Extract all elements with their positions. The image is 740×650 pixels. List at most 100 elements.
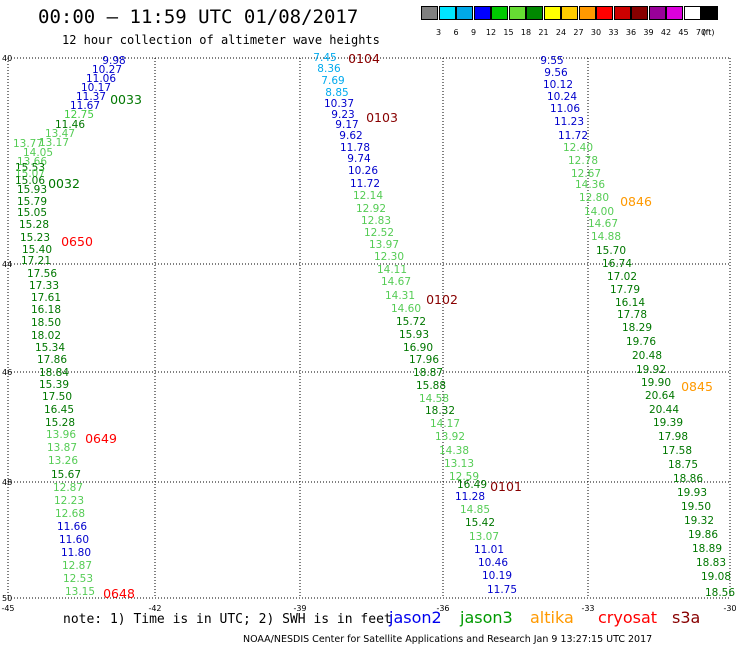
wave-height-value: 10.17 [81, 82, 111, 94]
wave-height-value: 10.27 [92, 64, 122, 76]
wave-height-value: 12.87 [53, 482, 83, 494]
wave-height-value: 17.79 [610, 284, 640, 296]
wave-height-value: 18.75 [668, 459, 698, 471]
scale-swatch [666, 6, 683, 20]
wave-height-value: 13.92 [435, 431, 465, 443]
scale-label: 12 [485, 28, 497, 37]
wave-height-value: 19.39 [653, 417, 683, 429]
scale-swatch [421, 6, 438, 20]
wave-height-value: 17.96 [409, 354, 439, 366]
time-label: 0101 [490, 479, 522, 494]
wave-height-value: 15.06 [15, 175, 45, 187]
longitude-labels: -45 -42 -39 -36 -33 -30 [1, 604, 736, 613]
scale-swatch [526, 6, 543, 20]
time-label: 0649 [85, 431, 117, 446]
wave-height-value: 14.05 [23, 147, 53, 159]
time-label: 0032 [48, 176, 80, 191]
wave-height-value: 15.93 [17, 184, 47, 196]
footer-note: note: 1) Time is in UTC; 2) SWH is in fe… [63, 612, 392, 627]
scale-swatch [473, 6, 491, 20]
time-label: 0103 [366, 110, 398, 125]
wave-height-value: 15.79 [17, 196, 47, 208]
page-subtitle: 12 hour collection of altimeter wave hei… [62, 33, 380, 47]
wave-height-value: 13.87 [47, 442, 77, 454]
wave-height-value: 13.07 [469, 531, 499, 543]
scale-label: 24 [555, 28, 567, 37]
wave-height-value: 15.28 [19, 219, 49, 231]
wave-height-value: 14.60 [391, 303, 421, 315]
scale-unit: (ft) [702, 28, 715, 37]
wave-height-value: 19.86 [688, 529, 718, 541]
scale-swatch [578, 6, 596, 20]
scale-swatch [508, 6, 526, 20]
wave-height-value: 12.92 [356, 203, 386, 215]
wave-height-value: 20.44 [649, 404, 679, 416]
wave-height-value: 9.17 [335, 119, 358, 131]
wave-height-value: 15.40 [22, 244, 52, 256]
wave-height-value: 13.15 [65, 586, 95, 598]
altimeter-tracks: 9.9810.2711.0610.1711.3711.6712.7511.461… [13, 52, 735, 599]
scale-label: 36 [625, 28, 637, 37]
time-label: 0650 [61, 234, 93, 249]
wave-height-value: 14.38 [439, 445, 469, 457]
wave-height-value: 18.29 [622, 322, 652, 334]
wave-height-value: 17.86 [37, 354, 67, 366]
wave-height-value: 15.23 [20, 232, 50, 244]
wave-height-value: 8.85 [325, 87, 348, 99]
wave-height-value: 12.78 [568, 155, 598, 167]
wave-height-value: 14.85 [460, 504, 490, 516]
wave-height-value: 14.67 [588, 218, 618, 230]
wave-height-value: 11.80 [61, 547, 91, 559]
satellite-legend-altika: altika [530, 608, 574, 627]
scale-label: 18 [520, 28, 532, 37]
wave-height-value: 19.32 [684, 515, 714, 527]
wave-height-value: 9.74 [347, 153, 371, 165]
wave-height-value: 10.37 [324, 98, 354, 110]
satellite-legend-cryosat: cryosat [598, 608, 658, 627]
scale-label: 27 [573, 28, 584, 37]
wave-height-value: 12.40 [563, 142, 593, 154]
latitude-label: 50 [2, 594, 12, 603]
wave-height-value: 12.30 [374, 251, 404, 263]
time-label: 0648 [103, 586, 135, 601]
scale-label: 21 [538, 28, 549, 37]
wave-height-value: 9.23 [331, 109, 354, 121]
wave-height-value: 11.06 [550, 103, 580, 115]
wave-height-value: 14.67 [381, 276, 411, 288]
scale-label: 70 [695, 28, 707, 37]
wave-height-value: 10.12 [543, 79, 573, 91]
longitude-label: -33 [581, 604, 594, 613]
scale-label: 3 [435, 28, 442, 37]
credit-line: NOAA/NESDIS Center for Satellite Applica… [243, 634, 653, 645]
wave-height-value: 11.67 [70, 100, 100, 112]
longitude-label: -42 [148, 604, 161, 613]
wave-height-value: 17.61 [31, 292, 61, 304]
longitude-label: -45 [1, 604, 14, 613]
scale-swatch [648, 6, 666, 20]
wave-height-value: 18.32 [425, 405, 455, 417]
wave-height-value: 17.98 [658, 431, 688, 443]
wave-height-value: 16.14 [615, 297, 645, 309]
wave-height-value: 19.90 [641, 377, 671, 389]
scale-swatch [631, 6, 648, 20]
wave-height-value: 12.59 [449, 471, 479, 483]
wave-height-value: 15.72 [396, 316, 426, 328]
wave-height-value: 11.72 [558, 130, 588, 142]
wave-height-value: 9.55 [540, 55, 563, 67]
wave-height-value: 17.33 [29, 280, 59, 292]
scale-label: 42 [660, 28, 672, 37]
wave-height-value: 19.93 [677, 487, 707, 499]
time-label: 0845 [681, 379, 713, 394]
wave-height-value: 9.98 [102, 55, 125, 67]
longitude-label: -36 [436, 604, 449, 613]
lat-lon-grid [7, 57, 731, 599]
wave-height-value: 16.49 [457, 479, 487, 491]
wave-height-value: 18.87 [413, 367, 443, 379]
wave-height-value: 11.37 [76, 91, 106, 103]
wave-height-value: 18.56 [705, 587, 735, 599]
scale-swatch [561, 6, 578, 20]
wave-height-value: 11.06 [86, 73, 116, 85]
time-label: 0104 [348, 51, 380, 66]
time-label: 0033 [110, 92, 142, 107]
wave-height-value: 12.75 [64, 109, 94, 121]
